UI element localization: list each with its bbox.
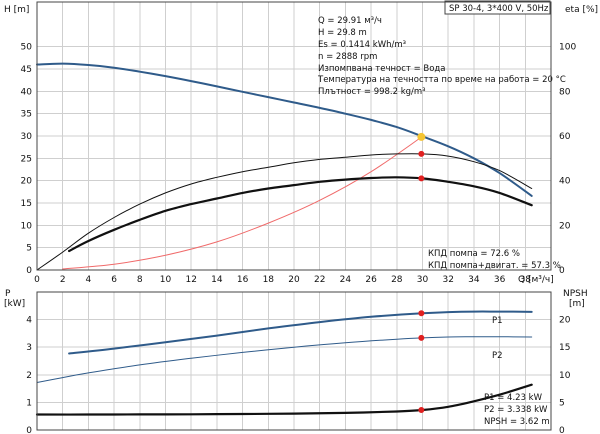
y-tick-label-efficiency: 40 — [559, 177, 571, 187]
y-axis-label-head: H [m] — [4, 5, 29, 15]
y-tick-label-efficiency: 20 — [559, 221, 571, 231]
duty-markers — [417, 132, 426, 414]
x-axis-label-flow: Q [м³/ч] — [518, 275, 554, 285]
y-tick-label-power: 3 — [26, 343, 32, 353]
series-label-p1: P1 — [492, 316, 503, 326]
series-label-p2: P2 — [492, 351, 503, 361]
x-tick-label: 24 — [340, 275, 352, 285]
info-pump-efficiency: КПД помпа = 72.6 % — [428, 249, 520, 259]
eff_total-curve — [68, 176, 533, 253]
grid-lines — [36, 2, 551, 431]
y-tick-label-head: 45 — [21, 65, 32, 75]
x-tick-label: 2 — [60, 275, 66, 285]
pump-model-label: SP 30-4, 3*400 V, 50Hz — [449, 4, 549, 14]
y-tick-label-npsh: 5 — [559, 398, 565, 408]
y-tick-label-power: 4 — [26, 316, 32, 326]
x-tick-label: 22 — [314, 275, 325, 285]
y-tick-label-head: 40 — [21, 87, 33, 97]
bottom-plot-frame — [36, 291, 552, 431]
y-axis-label-power-p: P — [5, 289, 11, 299]
x-tick-label: 28 — [391, 275, 403, 285]
p1-curve — [68, 310, 533, 355]
x-tick-label: 32 — [442, 275, 453, 285]
y-axis-label-npsh-unit: [m] — [569, 299, 585, 309]
x-tick-label: 10 — [160, 275, 172, 285]
y-tick-label-npsh: 20 — [559, 316, 571, 326]
info-flow: Q = 29.91 м³/ч — [318, 16, 382, 26]
system-curve — [62, 135, 423, 270]
y-tick-label-head: 50 — [21, 43, 33, 53]
x-tick-label: 30 — [417, 275, 429, 285]
eff_pump-curve — [36, 153, 533, 271]
x-tick-label: 0 — [34, 275, 40, 285]
npsh-curve — [35, 383, 533, 416]
y-tick-label-head: 30 — [21, 132, 33, 142]
y-tick-label-head: 10 — [21, 221, 33, 231]
x-tick-label: 36 — [494, 275, 506, 285]
y-tick-label-power: 0 — [26, 426, 32, 434]
x-tick-label: 38 — [520, 275, 532, 285]
curves — [35, 62, 533, 416]
x-tick-label: 16 — [237, 275, 249, 285]
x-tick-label: 8 — [137, 275, 143, 285]
y-tick-label-head: 5 — [26, 244, 32, 254]
info-npsh: NPSH = 3.62 m — [484, 417, 550, 427]
duty-point-head-marker — [417, 132, 426, 141]
y-tick-label-npsh: 0 — [559, 426, 565, 434]
duty-point-npsh-marker — [418, 407, 425, 414]
pump-model-box — [444, 0, 551, 15]
y-tick-label-head: 0 — [26, 266, 32, 276]
x-tick-label: 14 — [211, 275, 223, 285]
y-tick-label-head: 15 — [21, 199, 32, 209]
y-tick-label-efficiency: 0 — [559, 266, 565, 276]
y-tick-label-npsh: 15 — [559, 343, 570, 353]
info-energy: Es = 0.1414 kWh/m³ — [318, 40, 406, 50]
y-axis-label-efficiency: eta [%] — [565, 5, 598, 15]
info-p1: P1 = 4.23 kW — [484, 393, 543, 403]
info-density: Плътност = 998.2 kg/m³ — [318, 87, 426, 97]
y-tick-label-power: 1 — [26, 398, 32, 408]
info-head: H = 29.8 m — [318, 28, 367, 38]
y-tick-label-efficiency: 80 — [559, 87, 571, 97]
x-tick-label: 18 — [263, 275, 275, 285]
y-tick-label-head: 20 — [21, 177, 33, 187]
x-tick-label: 34 — [468, 275, 480, 285]
y-tick-label-efficiency: 100 — [559, 43, 576, 53]
duty-point-pump-efficiency-marker — [418, 150, 425, 157]
y-tick-label-head: 25 — [21, 154, 32, 164]
h-curve — [36, 62, 533, 197]
p2-curve — [36, 336, 533, 383]
y-axis-label-npsh: NPSH — [563, 289, 588, 299]
y-tick-label-npsh: 10 — [559, 371, 571, 381]
info-total-efficiency: КПД помпа+двигат. = 57.3 % — [428, 261, 561, 271]
info-temperature: Температура на течността по време на раб… — [317, 75, 566, 85]
x-tick-label: 4 — [86, 275, 92, 285]
info-p2: P2 = 3.338 kW — [484, 405, 548, 415]
info-liquid: Изпомпвана течност = Вода — [318, 64, 446, 74]
x-tick-label: 6 — [111, 275, 117, 285]
top-plot-frame — [36, 1, 552, 271]
y-axis-label-power-unit: [kW] — [4, 299, 25, 309]
x-tick-label: 12 — [185, 275, 196, 285]
y-tick-label-efficiency: 60 — [559, 132, 571, 142]
x-tick-label: 26 — [365, 275, 377, 285]
duty-point-p1-marker — [418, 310, 425, 317]
y-tick-label-head: 35 — [21, 110, 32, 120]
tick-labels: 0 2 4 6 8 10 12 14 16 18 20 22 24 26 28 30 32 34 36 3805101… — [21, 43, 577, 434]
x-tick-label: 20 — [288, 275, 300, 285]
duty-point-p2-marker — [418, 334, 425, 341]
duty-point-total-efficiency-marker — [418, 175, 425, 182]
y-tick-label-power: 2 — [26, 371, 32, 381]
info-speed: n = 2888 rpm — [318, 52, 377, 62]
